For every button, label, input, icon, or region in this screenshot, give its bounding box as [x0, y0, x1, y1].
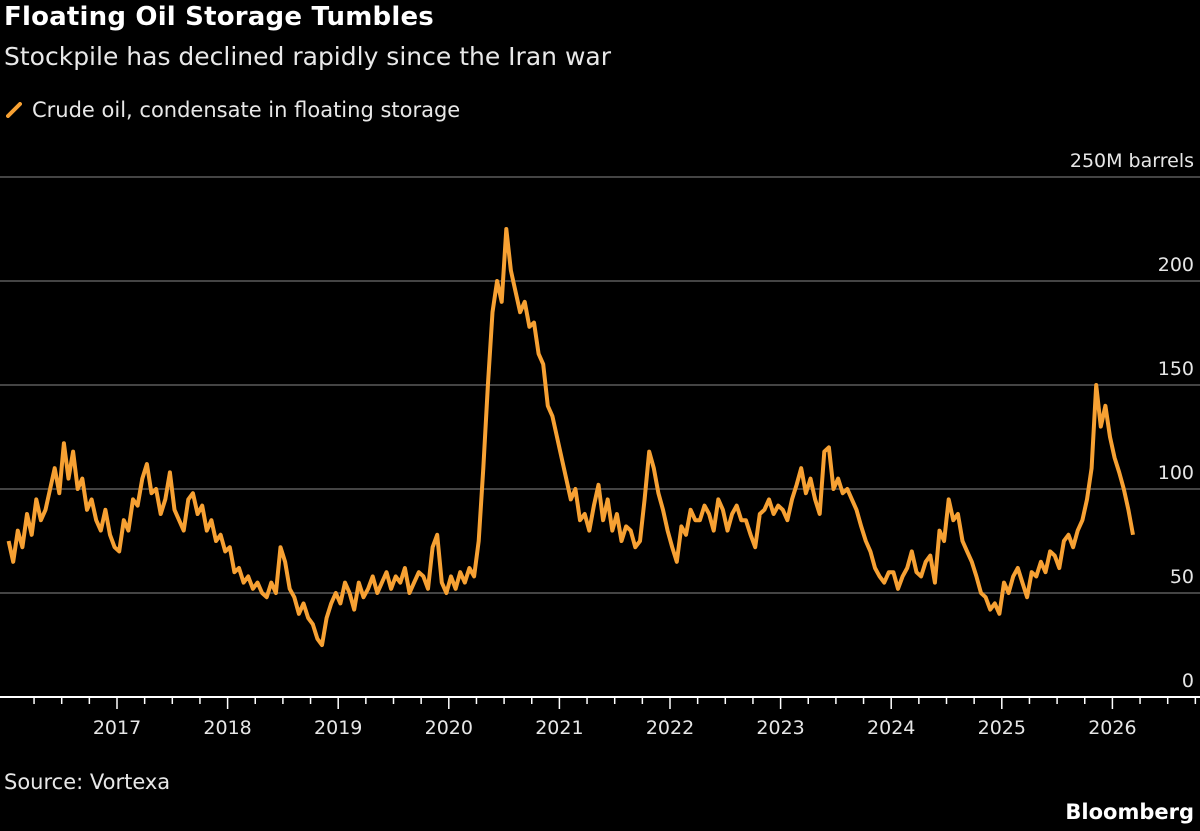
x-tick-label-2022: 2022 — [646, 717, 694, 739]
chart-title: Floating Oil Storage Tumbles — [4, 2, 434, 32]
chart-subtitle: Stockpile has declined rapidly since the… — [4, 42, 611, 71]
legend-label: Crude oil, condensate in floating storag… — [32, 98, 461, 122]
y-tick-label-250: 250M barrels — [1070, 150, 1194, 172]
x-tick-label-2023: 2023 — [756, 717, 804, 739]
x-tick-label-2025: 2025 — [978, 717, 1026, 739]
series-line-0 — [6, 227, 1135, 647]
x-tick-label-2017: 2017 — [93, 717, 141, 739]
legend-line-swatch-icon — [6, 102, 22, 118]
x-tick-label-2020: 2020 — [425, 717, 473, 739]
source-note: Source: Vortexa — [4, 770, 171, 794]
bloomberg-logo: Bloomberg — [1065, 800, 1194, 824]
x-tick-label-2026: 2026 — [1088, 717, 1136, 739]
x-tick-label-2024: 2024 — [867, 717, 915, 739]
y-tick-label-200: 200 — [1158, 254, 1194, 276]
y-tick-label-100: 100 — [1158, 462, 1194, 484]
legend: Crude oil, condensate in floating storag… — [6, 98, 460, 122]
y-tick-label-50: 50 — [1170, 566, 1194, 588]
x-tick-label-2018: 2018 — [203, 717, 251, 739]
y-tick-label-0: 0 — [1182, 670, 1194, 692]
y-tick-label-150: 150 — [1158, 358, 1194, 380]
x-tick-label-2021: 2021 — [535, 717, 583, 739]
x-tick-label-2019: 2019 — [314, 717, 362, 739]
